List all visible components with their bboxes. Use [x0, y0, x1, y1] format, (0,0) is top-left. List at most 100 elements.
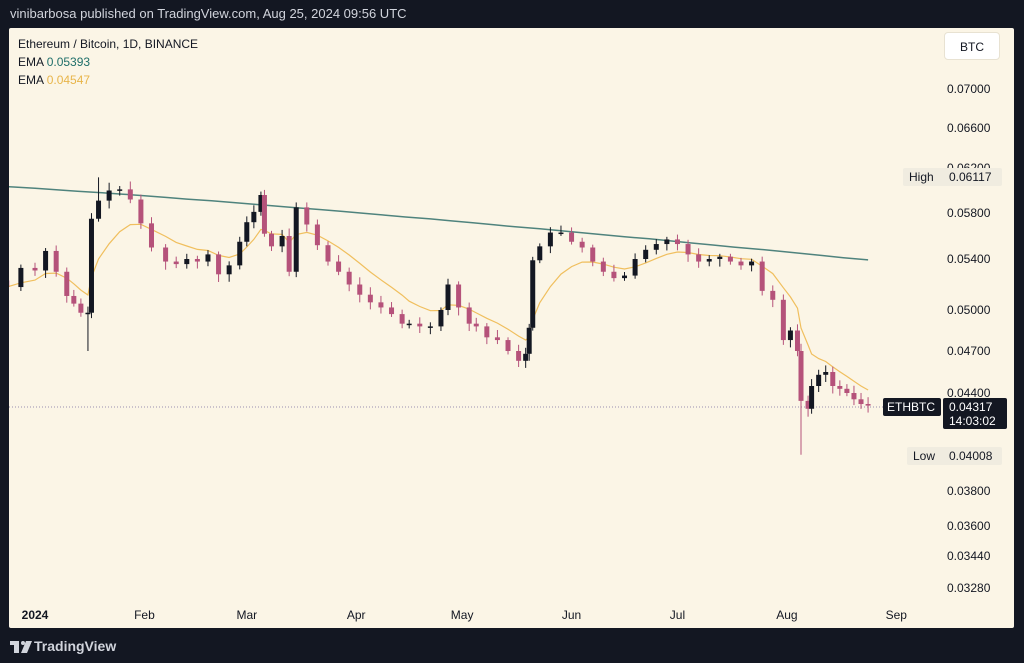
x-tick-label: 2024	[22, 608, 49, 622]
ema-short-label: EMA	[18, 73, 44, 87]
x-tick-label: Feb	[134, 608, 155, 622]
candle-body	[653, 244, 659, 250]
candle-body	[184, 259, 190, 265]
candle-body	[685, 244, 691, 255]
candle-body	[258, 195, 264, 212]
candle-body	[378, 302, 384, 308]
candle-body	[523, 353, 529, 361]
candle-body	[445, 284, 451, 310]
candle-body	[466, 307, 472, 324]
candle-body	[643, 249, 649, 259]
candle-body	[346, 271, 352, 285]
candle-body	[32, 267, 38, 271]
candle-body	[569, 232, 575, 242]
candles	[9, 177, 871, 455]
candle-body	[148, 223, 154, 248]
candle-body	[759, 261, 765, 291]
countdown-value: 14:03:02	[949, 414, 996, 428]
candle-body	[96, 200, 102, 219]
brand-name[interactable]: TradingView	[34, 638, 117, 654]
last-price-tag	[943, 398, 1007, 429]
candle-body	[279, 236, 285, 247]
candle-body	[837, 386, 843, 389]
symbol-title[interactable]: Ethereum / Bitcoin, 1D, BINANCE	[18, 37, 199, 51]
y-tick-label: 0.04400	[947, 386, 991, 400]
candle-body	[851, 393, 857, 400]
candle-body	[336, 261, 342, 272]
candle-body	[600, 261, 606, 272]
y-tick-label: 0.06600	[947, 121, 991, 135]
candle-body	[787, 330, 793, 341]
candle-body	[18, 267, 24, 288]
y-axis: 0.070000.066000.062000.058000.054000.050…	[947, 82, 991, 595]
candle-body	[865, 404, 871, 406]
candle-body	[805, 400, 811, 409]
candle-body	[293, 207, 299, 272]
x-tick-label: May	[451, 608, 474, 622]
x-tick-label: Apr	[347, 608, 366, 622]
ema-long-legend[interactable]: EMA 0.05393	[18, 53, 198, 71]
candle-body	[537, 246, 543, 261]
candle-body	[632, 259, 638, 276]
chart-frame[interactable]: 0.070000.066000.062000.058000.054000.050…	[9, 28, 1014, 628]
candle-body	[53, 250, 59, 272]
footer: TradingView	[0, 630, 1024, 663]
x-tick-label: Sep	[886, 608, 908, 622]
candle-body	[399, 314, 405, 324]
y-tick-label: 0.04700	[947, 344, 991, 358]
candle-body	[127, 189, 133, 200]
candle-body	[438, 310, 444, 327]
published-caption: vinibarbosa published on TradingView.com…	[10, 6, 407, 21]
candle-body	[696, 254, 702, 262]
candle-body	[664, 239, 670, 245]
candle-body	[269, 233, 275, 247]
candle-body	[78, 303, 84, 313]
x-tick-label: Aug	[776, 608, 797, 622]
y-tick-label: 0.07000	[947, 82, 991, 96]
candle-body	[216, 254, 222, 275]
candle-body	[406, 323, 412, 326]
candle-body	[706, 259, 712, 262]
high-label: High	[909, 170, 934, 184]
candle-body	[194, 259, 200, 262]
candle-body	[738, 261, 744, 266]
low-value: 0.04008	[949, 449, 993, 463]
candle-body	[622, 275, 628, 279]
candle-body	[261, 195, 267, 234]
x-tick-label: Jun	[562, 608, 581, 622]
y-tick-label: 0.05800	[947, 206, 991, 220]
low-tag	[907, 447, 1002, 465]
candle-body	[674, 239, 680, 245]
candle-body	[64, 271, 70, 296]
candle-body	[367, 294, 373, 303]
candle-body	[286, 236, 292, 272]
candle-body	[794, 330, 800, 351]
candle-body	[558, 232, 564, 235]
candle-body	[205, 254, 211, 262]
low-label: Low	[913, 449, 935, 463]
candle-body	[823, 372, 829, 375]
ema-short-line	[9, 223, 869, 391]
ema-short-legend[interactable]: EMA 0.04547	[18, 71, 198, 89]
candle-body	[505, 340, 511, 351]
candle-body	[357, 284, 363, 295]
tradingview-logo-icon[interactable]	[10, 641, 32, 653]
symbol-tag-text: ETHBTC	[887, 400, 935, 414]
candle-body	[88, 218, 94, 313]
price-chart[interactable]: 0.070000.066000.062000.058000.054000.050…	[9, 28, 1014, 628]
y-tick-label: 0.03440	[947, 549, 991, 563]
currency-button[interactable]: BTC	[944, 32, 1000, 60]
x-axis: 2024 Feb Mar Apr May Jun Jul Aug Sep	[22, 608, 908, 622]
candle-body	[809, 386, 815, 409]
candle-body	[830, 372, 836, 386]
x-tick-label: Mar	[236, 608, 257, 622]
y-tick-label: 0.03280	[947, 581, 991, 595]
candle-body	[304, 207, 310, 225]
candle-body	[780, 299, 786, 341]
candle-body	[106, 190, 112, 201]
candle-body	[844, 388, 850, 393]
candle-body	[237, 241, 243, 266]
candle-body	[173, 261, 179, 265]
candle-body	[816, 374, 822, 386]
y-tick-label: 0.03600	[947, 519, 991, 533]
